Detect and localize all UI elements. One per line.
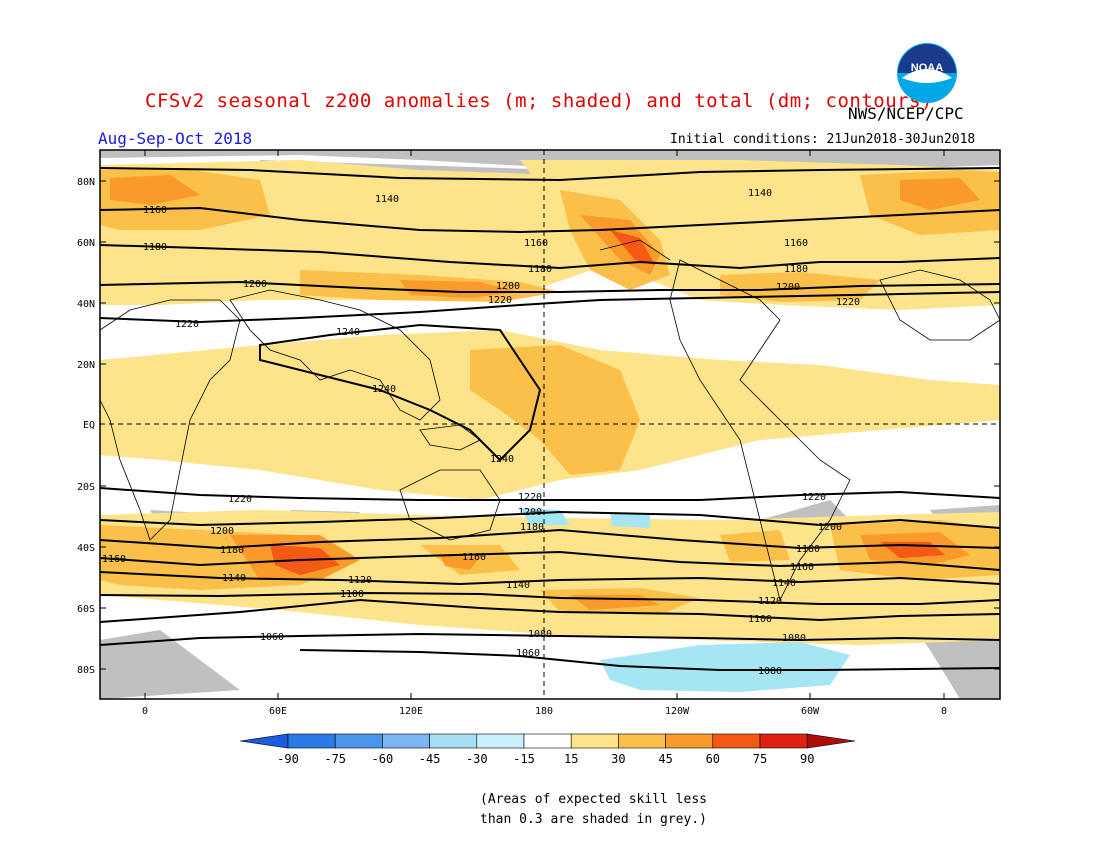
footnote-line-1: (Areas of expected skill less: [480, 792, 707, 807]
contour-label: 1160: [790, 562, 814, 573]
contour-label: 1180: [784, 264, 808, 275]
lat-label: 40S: [77, 543, 95, 554]
lat-label: 20S: [77, 482, 95, 493]
lat-label: 60N: [77, 238, 95, 249]
contour-label: 1180: [528, 264, 552, 275]
initial-conditions-label: Initial conditions: 21Jun2018-30Jun2018: [670, 132, 976, 147]
lon-label: 0: [941, 706, 947, 717]
lat-label: 60S: [77, 604, 95, 615]
contour-label: 1140: [222, 573, 246, 584]
contour-label: 1160: [784, 238, 808, 249]
coastlines: [100, 239, 1000, 602]
lat-label: 40N: [77, 299, 95, 310]
contour-label: 1220: [836, 297, 860, 308]
contour-label: 1140: [748, 188, 772, 199]
latitude-labels: 80N 60N 40N 20N EQ 20S 40S 60S 80S: [77, 177, 95, 676]
contour-label: 1060: [260, 632, 284, 643]
contour-label: 1140: [772, 578, 796, 589]
contour-label: 1200: [776, 282, 800, 293]
contour-label: 1200: [518, 507, 542, 518]
contour-label: 1200: [210, 526, 234, 537]
season-label: Aug-Sep-Oct 2018: [98, 129, 253, 148]
contour-label: 1200: [243, 279, 267, 290]
contour-label: 1180: [143, 242, 167, 253]
noaa-logo-icon: NOAA: [897, 43, 957, 103]
contour-label: 1220: [175, 319, 199, 330]
contour-label: 1160: [102, 554, 126, 565]
contour-label: 1240: [490, 454, 514, 465]
contour-label: 1180: [220, 545, 244, 556]
lat-label: 80N: [77, 177, 95, 188]
contour-label: 1080: [758, 666, 782, 677]
lat-label: EQ: [83, 420, 95, 431]
lat-label: 80S: [77, 665, 95, 676]
contour-label: 1140: [375, 194, 399, 205]
contour-label: 1180: [796, 544, 820, 555]
contour-label: 1060: [516, 648, 540, 659]
chart-title: CFSv2 seasonal z200 anomalies (m; shaded…: [145, 90, 933, 112]
contour-labels: 1140 1140 1160 1160 1160 1180 1180 1180 …: [102, 188, 860, 677]
height-contours: [100, 167, 1000, 671]
contour-label: 1200: [496, 281, 520, 292]
contour-label: 1160: [143, 205, 167, 216]
contour-label: 1240: [336, 327, 360, 338]
longitude-labels: 0 60E 120E 180 120W 60W 0: [142, 706, 947, 717]
lon-label: 60W: [801, 706, 820, 717]
lon-label: 60E: [269, 706, 287, 717]
lon-label: 180: [535, 706, 553, 717]
footnote-line-2: than 0.3 are shaded in grey.): [480, 812, 707, 827]
lon-label: 120W: [665, 706, 690, 717]
contour-label: 1100: [340, 589, 364, 600]
contour-label: 1160: [524, 238, 548, 249]
contour-label: 1200: [818, 522, 842, 533]
contour-label: 1120: [758, 596, 782, 607]
contour-label: 1100: [748, 614, 772, 625]
contour-label: 1080: [782, 633, 806, 644]
contour-label: 1220: [228, 494, 252, 505]
lat-label: 20N: [77, 360, 95, 371]
contour-label: 1240: [372, 384, 396, 395]
contour-label: 1220: [802, 492, 826, 503]
contour-label: 1220: [488, 295, 512, 306]
contour-label: 1220: [518, 492, 542, 503]
longitude-ticks: [144, 150, 945, 699]
map-frame: [99, 149, 1001, 700]
contour-label: 1180: [520, 522, 544, 533]
lon-label: 120E: [399, 706, 423, 717]
latitude-ticks: [100, 180, 1000, 670]
logo-text: NOAA: [911, 62, 943, 74]
contour-label: 1140: [506, 580, 530, 591]
contour-label: 1120: [348, 575, 372, 586]
agency-label: NWS/NCEP/CPC: [848, 104, 964, 123]
contour-label: 1080: [528, 629, 552, 640]
lon-label: 0: [142, 706, 148, 717]
contour-label: 1160: [462, 552, 486, 563]
